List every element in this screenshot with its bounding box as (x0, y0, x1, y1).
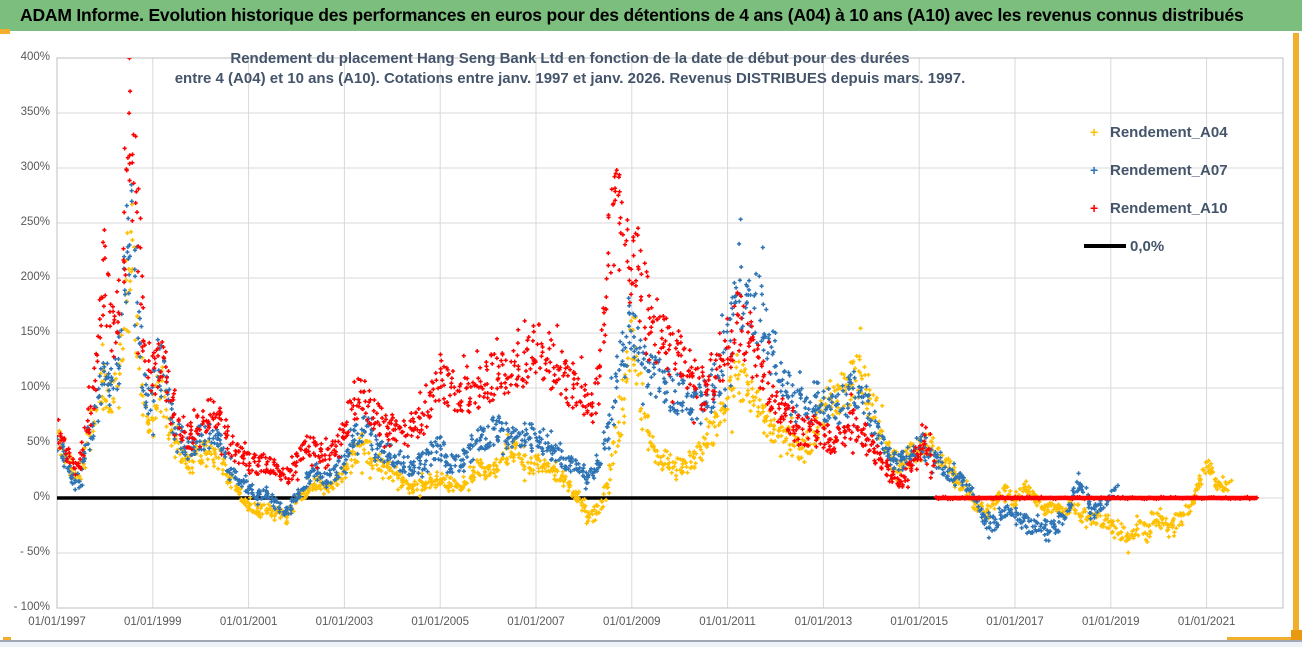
legend-plus-marker-icon: + (1090, 162, 1099, 178)
y-tick-label: - 50% (19, 546, 50, 558)
legend-label: Rendement_A07 (1110, 161, 1228, 179)
x-tick-label: 01/01/2003 (315, 616, 374, 628)
x-tick-label: 01/01/2007 (507, 616, 565, 628)
x-tick-label: 01/01/2017 (986, 616, 1044, 628)
y-tick-label: 100% (20, 381, 50, 393)
chart-title-line-1: Rendement du placement Hang Seng Bank Lt… (230, 50, 910, 67)
legend-line-swatch (1084, 244, 1126, 248)
chart-title: Rendement du placement Hang Seng Bank Lt… (60, 49, 1080, 89)
y-tick-label: 400% (20, 51, 50, 63)
legend-label: Rendement_A04 (1110, 123, 1228, 141)
x-tick-label: 01/01/2021 (1177, 616, 1236, 628)
x-tick-label: 01/01/1999 (124, 616, 182, 628)
window-bottom-edge (0, 640, 1302, 647)
x-tick-label: 01/01/1997 (28, 616, 86, 628)
x-tick-label: 01/01/2011 (699, 616, 756, 628)
x-tick-label: 01/01/2015 (890, 616, 948, 628)
accent-corner-handle (1291, 630, 1302, 643)
y-tick-label: 350% (20, 106, 50, 118)
y-tick-label: 150% (20, 326, 50, 338)
x-tick-label: 01/01/2009 (603, 616, 661, 628)
legend-label: Rendement_A10 (1110, 199, 1228, 217)
legend-item: + Rendement_A04 (1084, 113, 1228, 151)
x-tick-label: 01/01/2013 (794, 616, 853, 628)
legend-plus-marker-icon: + (1090, 124, 1099, 140)
x-tick-label: 01/01/2019 (1082, 616, 1140, 628)
accent-right-border (1293, 33, 1299, 637)
y-tick-label: 50% (26, 436, 50, 448)
y-tick-label: 0% (33, 491, 50, 503)
chart-title-line-2: entre 4 (A04) et 10 ans (A10). Cotations… (174, 70, 966, 87)
y-tick-label: 300% (20, 161, 50, 173)
legend-item: 0,0% (1084, 227, 1228, 265)
y-tick-label: 200% (20, 271, 50, 283)
accent-bottom-left (3, 637, 11, 642)
legend-plus-marker-icon: + (1090, 200, 1099, 216)
x-tick-label: 01/01/2001 (219, 616, 278, 628)
legend-label: 0,0% (1130, 237, 1165, 255)
sheet-title-bar: ADAM Informe. Evolution historique des p… (0, 0, 1302, 31)
legend-item: + Rendement_A07 (1084, 151, 1228, 189)
sheet-title: ADAM Informe. Evolution historique des p… (20, 5, 1244, 25)
legend-item: + Rendement_A10 (1084, 189, 1228, 227)
x-tick-label: 01/01/2005 (411, 616, 469, 628)
y-tick-label: 250% (20, 216, 50, 228)
accent-top-left (0, 29, 10, 34)
chart-legend: + Rendement_A04 + Rendement_A07 + Rendement_A… (1084, 113, 1228, 265)
y-tick-label: - 100% (13, 601, 50, 613)
